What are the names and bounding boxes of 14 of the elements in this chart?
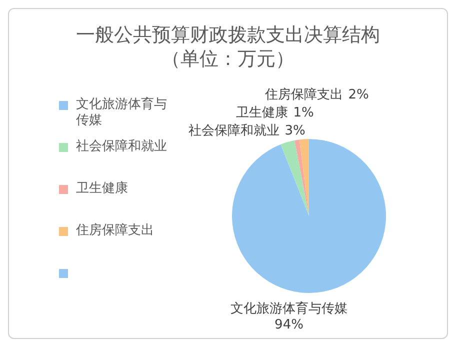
slice-label: 文化旅游体育与传媒 [230,300,348,316]
slice-label: 社会保障和就业 [188,123,280,138]
data-label: 94% [274,317,304,332]
data-label: 1% [293,105,314,120]
chart-subtitle: （单位：万元） [160,47,296,71]
data-label: 2% [348,87,369,102]
legend-label: 文化旅游体育与传媒 [76,97,168,129]
data-label: 3% [284,123,306,138]
legend-label: 社会保障和就业 [76,139,167,155]
legend-label: 住房保障支出 [76,223,154,239]
slice-label: 卫生健康 [236,105,288,120]
slice-label: 住房保障支出 [264,86,344,102]
legend-label: 卫生健康 [76,181,128,197]
chart-title: 一般公共预算财政拨款支出决算结构 [75,23,381,47]
